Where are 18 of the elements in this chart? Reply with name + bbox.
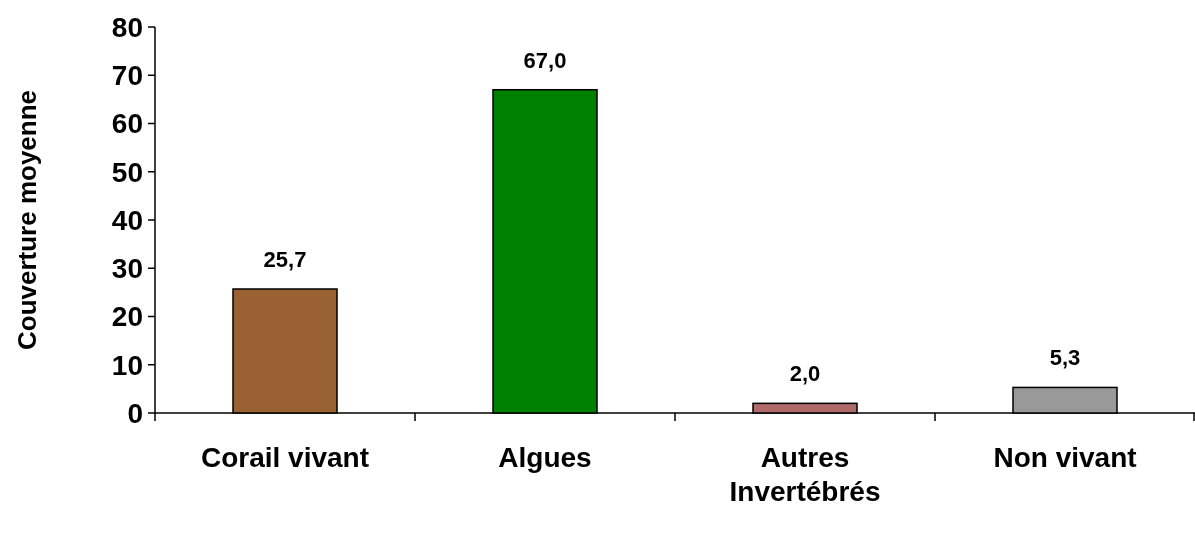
y-tick-label: 10 [111,349,143,381]
y-tick-label: 0 [127,397,143,429]
data-label: 5,3 [1049,345,1081,371]
x-tick-label: Autres Invertébrés [729,442,881,507]
data-label: 67,0 [523,47,567,73]
y-tick-label: 30 [111,253,143,285]
y-tick-label: 70 [111,60,143,92]
x-tick-label: Algues [498,442,592,473]
y-tick-label: 40 [111,204,143,236]
data-label: 25,7 [263,247,307,272]
x-tick-label: Corail vivant [200,442,370,473]
y-tick-label: 20 [111,301,143,333]
y-axis-title: Couverture moyenne [12,89,42,351]
y-tick-label: 80 [111,11,143,43]
data-label: 2,0 [789,361,821,387]
y-tick-label: 50 [111,156,143,188]
x-tick-label: Non vivant [993,442,1137,473]
y-tick-label: 60 [111,108,143,140]
